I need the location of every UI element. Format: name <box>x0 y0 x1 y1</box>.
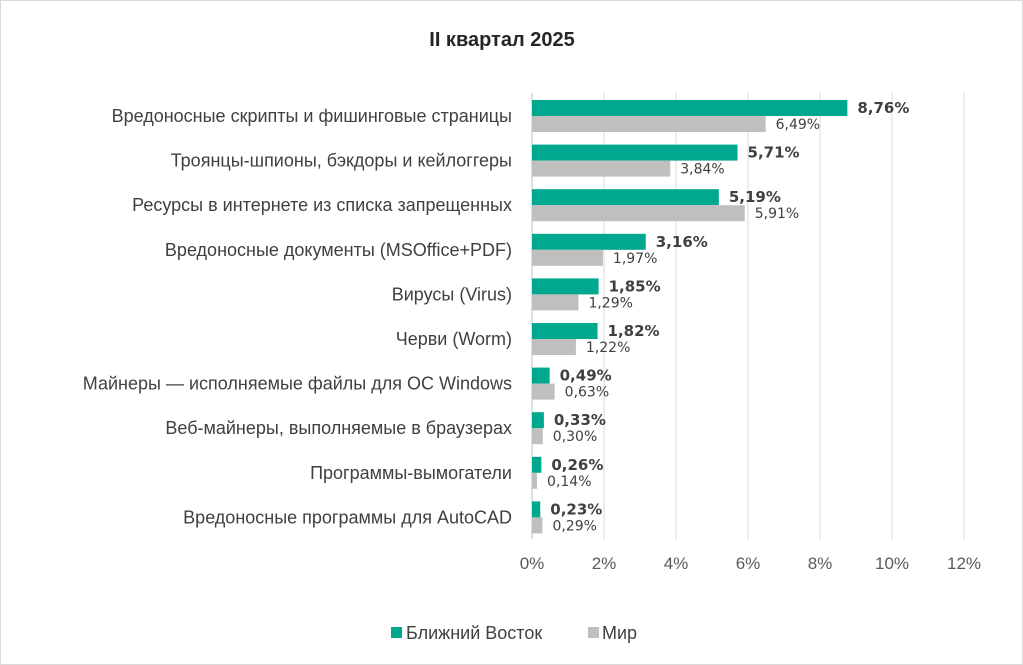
data-label-world: 0,29% <box>552 518 596 534</box>
bar-world <box>532 472 538 489</box>
category-label: Вредоносные документы (MSOffice+PDF) <box>165 240 512 260</box>
bar-world <box>532 205 745 222</box>
category-label: Троянцы-шпионы, бэкдоры и кейлоггеры <box>171 151 512 171</box>
bar-world <box>532 428 543 445</box>
data-label-middle-east: 1,85% <box>609 277 661 295</box>
x-tick-label: 6% <box>736 554 761 573</box>
x-tick-label: 8% <box>808 554 833 573</box>
data-label-middle-east: 0,33% <box>554 411 606 429</box>
data-labels: 8,76% 6,49% 5,71% 3,84% 5,19%5,91% 3,16%1,97%… <box>547 99 909 534</box>
legend-label: Мир <box>602 623 637 643</box>
bar-middle-east <box>532 144 738 161</box>
bar-middle-east <box>532 323 598 339</box>
bar-middle-east <box>532 189 719 206</box>
bar-middle-east <box>532 278 599 295</box>
bar-world <box>532 116 766 132</box>
bar-middle-east <box>532 501 541 518</box>
bar-world <box>532 294 579 311</box>
category-label: Вирусы (Virus) <box>392 284 512 304</box>
x-tick-label: 0% <box>520 554 545 573</box>
bar-world <box>532 249 603 266</box>
x-axis-tick-labels: 0% 2% 4% 6% 8% 10% 12% <box>520 554 981 573</box>
bar-middle-east <box>532 367 550 384</box>
data-label-world: 1,22% <box>586 340 630 356</box>
bar-world <box>532 517 543 534</box>
category-label: Веб-майнеры, выполняемые в браузерах <box>165 418 512 438</box>
x-tick-label: 10% <box>875 554 909 573</box>
bar-world <box>532 160 671 177</box>
bar-middle-east <box>532 100 848 116</box>
data-label-world: 0,63% <box>565 385 609 401</box>
bar-middle-east <box>532 233 646 250</box>
legend: Ближний Восток Мир <box>391 623 637 643</box>
data-label-world: 6,49% <box>776 117 820 133</box>
bars <box>532 100 848 534</box>
category-label: Программы-вымогатели <box>310 463 512 483</box>
category-label: Майнеры — исполняемые файлы для ОС Windo… <box>83 374 512 394</box>
data-label-world: 1,29% <box>588 295 632 311</box>
category-label: Ресурсы в интернете из списка запрещенны… <box>132 195 512 215</box>
category-label: Вредоносные программы для AutoCAD <box>183 507 512 527</box>
data-label-middle-east: 5,71% <box>748 144 800 162</box>
chart-title: II квартал 2025 <box>429 29 574 51</box>
data-label-middle-east: 0,49% <box>560 367 612 385</box>
data-label-world: 0,14% <box>547 474 591 490</box>
x-tick-label: 2% <box>592 554 617 573</box>
data-label-middle-east: 0,26% <box>551 456 603 474</box>
category-label: Черви (Worm) <box>396 329 512 349</box>
bar-world <box>532 383 555 400</box>
data-label-middle-east: 8,76% <box>857 99 909 117</box>
legend-swatch <box>391 627 402 638</box>
data-label-world: 5,91% <box>755 206 799 222</box>
bar-middle-east <box>532 412 544 429</box>
data-label-middle-east: 5,19% <box>729 188 781 206</box>
data-label-middle-east: 3,16% <box>656 233 708 251</box>
bar-middle-east <box>532 456 542 473</box>
legend-swatch <box>588 627 599 638</box>
data-label-world: 3,84% <box>680 162 724 178</box>
data-label-world: 0,30% <box>553 429 597 445</box>
bar-world <box>532 339 576 355</box>
data-label-world: 1,97% <box>613 251 657 267</box>
data-label-middle-east: 0,23% <box>550 500 602 518</box>
x-tick-label: 12% <box>947 554 981 573</box>
data-label-middle-east: 1,82% <box>608 322 660 340</box>
x-tick-label: 4% <box>664 554 689 573</box>
category-labels: Вредоносные скрипты и фишинговые страниц… <box>83 106 512 527</box>
legend-label: Ближний Восток <box>406 623 542 643</box>
category-label: Вредоносные скрипты и фишинговые страниц… <box>112 106 512 126</box>
